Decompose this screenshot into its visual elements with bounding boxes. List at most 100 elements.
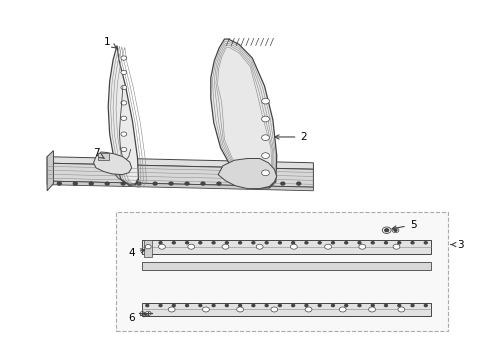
- Circle shape: [305, 307, 312, 312]
- Circle shape: [168, 307, 175, 312]
- Circle shape: [169, 182, 173, 185]
- Circle shape: [393, 244, 400, 249]
- Circle shape: [172, 305, 175, 307]
- Circle shape: [186, 242, 189, 244]
- Circle shape: [159, 244, 165, 249]
- Text: 6: 6: [128, 313, 147, 323]
- Circle shape: [217, 182, 221, 185]
- Circle shape: [199, 305, 202, 307]
- Circle shape: [172, 242, 175, 244]
- Polygon shape: [47, 157, 314, 169]
- Circle shape: [318, 305, 321, 307]
- Circle shape: [140, 312, 145, 315]
- Circle shape: [121, 56, 127, 60]
- Circle shape: [325, 244, 331, 249]
- Circle shape: [265, 182, 269, 185]
- Circle shape: [201, 182, 205, 185]
- Circle shape: [411, 242, 414, 244]
- Circle shape: [137, 182, 141, 185]
- Circle shape: [262, 135, 270, 140]
- Circle shape: [239, 305, 242, 307]
- Circle shape: [233, 182, 237, 185]
- Circle shape: [121, 162, 127, 166]
- Circle shape: [153, 182, 157, 185]
- Circle shape: [146, 305, 149, 307]
- Circle shape: [291, 244, 297, 249]
- Polygon shape: [94, 152, 132, 175]
- Circle shape: [358, 305, 361, 307]
- Circle shape: [212, 242, 215, 244]
- Circle shape: [262, 153, 270, 158]
- Circle shape: [359, 244, 366, 249]
- Circle shape: [292, 242, 294, 244]
- Circle shape: [394, 229, 397, 231]
- Circle shape: [424, 305, 427, 307]
- Text: 1: 1: [104, 37, 116, 48]
- Circle shape: [121, 147, 127, 152]
- Circle shape: [385, 305, 388, 307]
- Circle shape: [339, 307, 346, 312]
- Circle shape: [262, 170, 270, 176]
- Circle shape: [225, 242, 228, 244]
- Circle shape: [237, 307, 244, 312]
- Circle shape: [265, 242, 268, 244]
- Circle shape: [252, 242, 255, 244]
- Text: 4: 4: [128, 248, 145, 258]
- Circle shape: [271, 307, 278, 312]
- Circle shape: [225, 305, 228, 307]
- Circle shape: [159, 242, 162, 244]
- Circle shape: [278, 242, 281, 244]
- Circle shape: [262, 116, 270, 122]
- Bar: [145, 240, 152, 257]
- Circle shape: [239, 242, 242, 244]
- Circle shape: [105, 182, 109, 185]
- Circle shape: [331, 305, 334, 307]
- Circle shape: [398, 305, 401, 307]
- Circle shape: [121, 85, 127, 90]
- Bar: [143, 240, 431, 253]
- Bar: [98, 153, 109, 159]
- Circle shape: [121, 116, 127, 121]
- Circle shape: [305, 305, 308, 307]
- Circle shape: [252, 305, 255, 307]
- Bar: [143, 262, 431, 270]
- Circle shape: [392, 228, 399, 233]
- Circle shape: [146, 244, 151, 249]
- Circle shape: [188, 244, 195, 249]
- Polygon shape: [47, 181, 314, 191]
- Circle shape: [297, 182, 301, 185]
- Text: 7: 7: [93, 148, 104, 158]
- Circle shape: [382, 227, 391, 233]
- Circle shape: [121, 70, 127, 75]
- Circle shape: [371, 242, 374, 244]
- Polygon shape: [47, 163, 314, 187]
- Text: 3: 3: [451, 239, 464, 249]
- Circle shape: [74, 182, 77, 185]
- Circle shape: [121, 182, 125, 185]
- Circle shape: [278, 305, 281, 307]
- Circle shape: [345, 305, 348, 307]
- Circle shape: [146, 311, 151, 316]
- Circle shape: [185, 182, 189, 185]
- Circle shape: [281, 182, 285, 185]
- Circle shape: [411, 305, 414, 307]
- Circle shape: [202, 307, 209, 312]
- Circle shape: [146, 242, 149, 244]
- Circle shape: [57, 182, 61, 185]
- Circle shape: [358, 242, 361, 244]
- Circle shape: [121, 132, 127, 136]
- Polygon shape: [108, 45, 139, 186]
- Bar: [116, 212, 448, 330]
- Polygon shape: [218, 158, 277, 189]
- Circle shape: [398, 242, 401, 244]
- Text: 5: 5: [392, 220, 416, 230]
- Polygon shape: [211, 39, 277, 188]
- Circle shape: [385, 229, 389, 231]
- Circle shape: [318, 242, 321, 244]
- Circle shape: [89, 182, 93, 185]
- Circle shape: [222, 244, 229, 249]
- Circle shape: [121, 101, 127, 105]
- Circle shape: [371, 305, 374, 307]
- Circle shape: [345, 242, 348, 244]
- Circle shape: [424, 242, 427, 244]
